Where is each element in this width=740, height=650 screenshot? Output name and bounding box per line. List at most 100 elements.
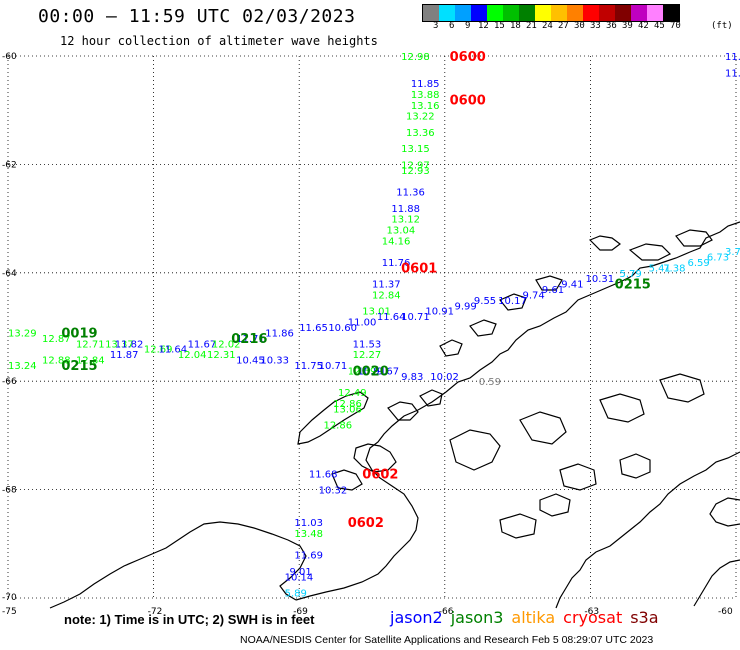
wave-height-value: 12.88: [42, 356, 71, 367]
wave-height-value: 10.60: [328, 323, 357, 334]
wave-height-value: 11.75: [294, 361, 323, 372]
pass-time-label: 0601: [401, 261, 437, 276]
pass-time-label: 0602: [348, 516, 384, 531]
wave-height-value: 9.01: [289, 567, 311, 578]
wave-height-value: 13.24: [8, 361, 37, 372]
lon-tick-label: -75: [2, 607, 17, 617]
legend-label: 27: [558, 21, 569, 31]
satellite-legend-item: altika: [511, 608, 556, 627]
wave-height-value: 11.00: [348, 318, 377, 329]
wave-height-value: 13.29: [8, 328, 37, 339]
wave-height-value: 9.83: [401, 372, 423, 383]
pass-time-label: 0020: [353, 364, 389, 379]
satellite-legend-item: jason3: [450, 608, 504, 627]
wave-height-value: 12.71: [76, 339, 105, 350]
wave-height-value: 10.45: [236, 356, 265, 367]
legend-swatch: [663, 5, 679, 21]
legend-swatch: [535, 5, 551, 21]
legend-swatch: [503, 5, 519, 21]
map-subtitle: 12 hour collection of altimeter wave hei…: [60, 34, 378, 48]
legend-swatch: [455, 5, 471, 21]
wave-height-value: 12.93: [401, 166, 430, 177]
legend-label: 21: [526, 21, 537, 31]
wave-height-value: 12.86: [333, 399, 362, 410]
wave-height-value: 10.33: [260, 356, 289, 367]
legend-swatch: [519, 5, 535, 21]
wave-height-value: 11.82: [115, 339, 144, 350]
wave-height-value: 12.04: [178, 350, 207, 361]
wave-height-value: 9.99: [455, 301, 477, 312]
legend-swatch: [567, 5, 583, 21]
pass-time-label: 0019: [61, 326, 97, 341]
legend-label: 9: [465, 21, 471, 31]
pass-time-label: 0216: [231, 332, 267, 347]
footnote: note: 1) Time is in UTC; 2) SWH is in fe…: [64, 612, 315, 627]
satellite-legend-item: cryosat: [563, 608, 623, 627]
legend-swatch: [423, 5, 439, 21]
wave-height-value: 12.98: [401, 52, 430, 63]
legend-swatch: [599, 5, 615, 21]
pass-time-label: 0602: [362, 467, 398, 482]
wave-height-value: 11.88: [391, 204, 420, 215]
wave-height-value: 9.74: [522, 290, 544, 301]
lon-tick-label: -60: [718, 607, 733, 617]
wave-height-value: 12.02: [212, 339, 241, 350]
wave-height-value: 10.71: [401, 312, 430, 323]
pass-time-label: 0600: [450, 50, 486, 65]
wave-height-value: 13.04: [387, 225, 416, 236]
legend-label: 36: [606, 21, 617, 31]
wave-height-value: 12.84: [372, 290, 401, 301]
wave-height-value: 13.16: [411, 101, 440, 112]
wave-height-value: 6.59: [687, 258, 709, 269]
color-legend: 3 6 9 12 15 18 21 24 27 30 33 36 39 42 45 70 (ft): [422, 4, 733, 31]
satellite-legend-item: s3a: [630, 608, 659, 627]
legend-swatch: [439, 5, 455, 21]
lat-tick-label: -70: [2, 593, 17, 603]
satellite-legend-item: jason2: [390, 608, 443, 627]
legend-label: 70: [670, 21, 681, 31]
wave-height-value: 11.76: [382, 258, 411, 269]
pass-time-label: 0215: [615, 278, 651, 293]
wave-height-value: 13.15: [401, 144, 430, 155]
wave-height-value: 10.32: [319, 486, 348, 497]
legend-swatch: [551, 5, 567, 21]
wave-height-value: 10.31: [586, 274, 615, 285]
legend-swatches: [422, 4, 680, 22]
lat-tick-label: -66: [2, 377, 17, 387]
lon-tick-label: -63: [584, 607, 599, 617]
wave-height-value: 11.67: [188, 339, 217, 350]
wave-height-value: 3.79: [725, 247, 740, 258]
wave-height-value: 13.88: [411, 90, 440, 101]
wave-height-value: 11.53: [353, 339, 382, 350]
legend-label: 6: [449, 21, 455, 31]
wave-height-value: 10.02: [430, 372, 459, 383]
legend-label: 33: [590, 21, 601, 31]
legend-unit: (ft): [711, 21, 733, 31]
axis-ticks: -75 -72 -69 -66 -63 -60 -60 -62 -64 -66 -68 -70: [2, 52, 733, 617]
wave-height-value: 13.22: [406, 112, 435, 123]
wave-height-value: 9.67: [377, 366, 399, 377]
wave-height-value: 10.17: [498, 296, 527, 307]
legend-label: 24: [542, 21, 553, 31]
wave-height-value: 11.37: [372, 280, 401, 291]
legend-label: 45: [654, 21, 665, 31]
wave-height-value: 11.71: [236, 334, 265, 345]
wave-height-value: 14.16: [382, 236, 411, 247]
legend-label: 18: [510, 21, 521, 31]
wave-height-value: 9.55: [474, 296, 496, 307]
wave-height-value: 11.03: [294, 518, 323, 529]
legend-swatch: [615, 5, 631, 21]
wave-height-value: 10.91: [425, 307, 454, 318]
wave-height-value: 11.87: [110, 350, 139, 361]
wave-height-value: 11.86: [265, 328, 294, 339]
wave-height-value: 9.41: [561, 280, 583, 291]
legend-label: 30: [574, 21, 585, 31]
wave-height-value: 11.65: [299, 323, 328, 334]
legend-swatch: [487, 5, 503, 21]
legend-label: 39: [622, 21, 633, 31]
wave-height-value: 5.89: [285, 589, 307, 600]
wave-height-value: 12.84: [76, 356, 105, 367]
wave-height-value: 12.86: [323, 421, 352, 432]
